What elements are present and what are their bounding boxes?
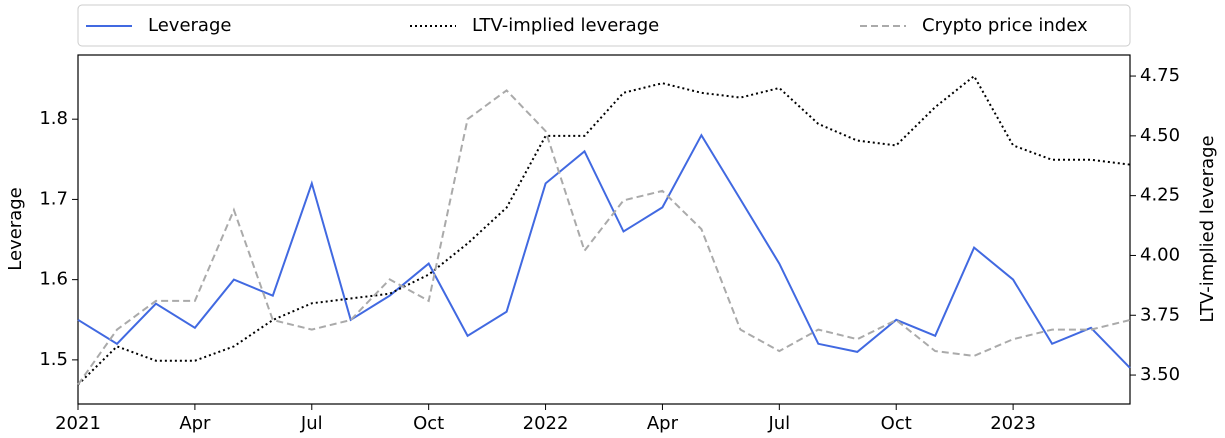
x-tick-label: Oct: [413, 413, 444, 434]
series-line: [77, 89, 1131, 386]
series-line: [77, 74, 1131, 386]
x-tick-label: Oct: [881, 413, 912, 434]
plot-frame: [77, 54, 1131, 405]
x-tick-label: 2023: [990, 413, 1036, 434]
y2-axis-label: LTV-implied leverage: [1197, 135, 1218, 322]
legend-label: Leverage: [148, 15, 231, 36]
x-tick-label: Apr: [647, 413, 679, 434]
y-tick-label: 1.5: [39, 349, 68, 370]
y2-tick-label: 4.00: [1140, 244, 1180, 265]
x-tick-label: 2022: [523, 413, 569, 434]
y-tick-label: 1.8: [39, 108, 68, 129]
y2-tick-label: 4.50: [1140, 125, 1180, 146]
series-line: [77, 133, 1131, 369]
x-tick-label: Jul: [300, 413, 323, 434]
y2-tick-label: 4.75: [1140, 65, 1180, 86]
x-tick-label: Apr: [179, 413, 211, 434]
x-tick-label: Jul: [767, 413, 790, 434]
y2-tick-label: 3.50: [1140, 364, 1180, 385]
x-tick-label: 2021: [55, 413, 101, 434]
y-tick-label: 1.7: [39, 188, 68, 209]
legend-box: [77, 4, 1131, 47]
y2-tick-label: 4.25: [1140, 185, 1180, 206]
legend-label: Crypto price index: [922, 15, 1088, 36]
y-axis-label: Leverage: [5, 187, 26, 270]
y-tick-label: 1.6: [39, 269, 68, 290]
y2-tick-label: 3.75: [1140, 304, 1180, 325]
legend-label: LTV-implied leverage: [472, 15, 659, 36]
